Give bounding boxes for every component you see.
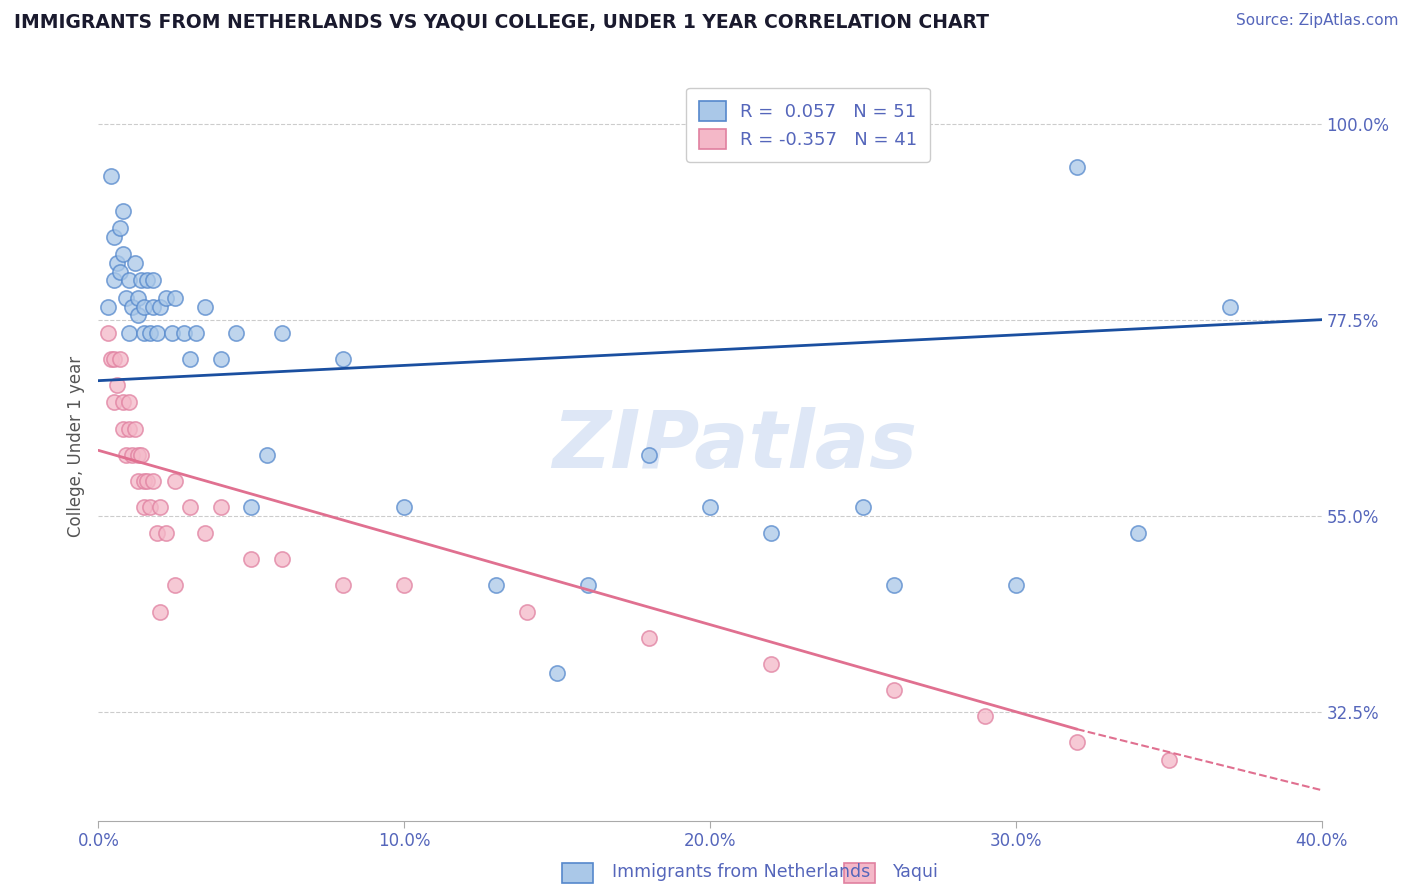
Point <box>332 578 354 592</box>
Point <box>127 448 149 462</box>
Point <box>111 421 134 435</box>
Point <box>142 474 165 488</box>
Point <box>134 474 156 488</box>
Point <box>699 500 721 514</box>
Point <box>134 326 156 340</box>
Point <box>103 395 125 409</box>
Point <box>186 326 208 340</box>
Point <box>103 230 125 244</box>
Point <box>163 578 186 592</box>
Point <box>127 308 149 322</box>
Text: Source: ZipAtlas.com: Source: ZipAtlas.com <box>1236 13 1399 29</box>
Point <box>134 500 156 514</box>
Point <box>576 578 599 592</box>
Point <box>111 395 134 409</box>
Text: Immigrants from Netherlands: Immigrants from Netherlands <box>612 863 870 881</box>
Point <box>1004 578 1026 592</box>
Point <box>194 300 217 314</box>
Point <box>127 291 149 305</box>
Point <box>194 526 217 541</box>
Point <box>145 326 167 340</box>
Point <box>121 448 143 462</box>
Point <box>270 326 292 340</box>
Point <box>179 500 201 514</box>
Point <box>118 273 141 287</box>
Point <box>974 709 997 723</box>
Point <box>209 351 232 366</box>
Point <box>546 665 568 680</box>
Point <box>136 474 159 488</box>
Point <box>97 300 120 314</box>
Point <box>637 631 661 645</box>
Point <box>134 300 156 314</box>
Point <box>240 552 263 566</box>
Point <box>209 500 232 514</box>
Point <box>111 203 134 218</box>
Point <box>270 552 292 566</box>
Point <box>155 526 177 541</box>
Point <box>852 500 875 514</box>
Point <box>759 526 782 541</box>
Point <box>883 682 905 697</box>
Point <box>155 291 177 305</box>
Point <box>127 474 149 488</box>
Point <box>124 256 146 270</box>
Point <box>392 578 416 592</box>
Point <box>115 448 138 462</box>
Point <box>179 351 201 366</box>
Point <box>118 395 141 409</box>
Y-axis label: College, Under 1 year: College, Under 1 year <box>67 355 86 537</box>
Point <box>163 291 186 305</box>
Point <box>139 500 162 514</box>
Point <box>118 326 141 340</box>
Point <box>105 378 128 392</box>
Point <box>485 578 508 592</box>
Point <box>103 273 125 287</box>
Point <box>149 605 172 619</box>
Point <box>149 500 172 514</box>
Point <box>121 300 143 314</box>
Point <box>160 326 183 340</box>
Point <box>883 578 905 592</box>
Point <box>108 351 131 366</box>
Point <box>1066 160 1088 174</box>
Legend: R =  0.057   N = 51, R = -0.357   N = 41: R = 0.057 N = 51, R = -0.357 N = 41 <box>686 88 929 162</box>
Point <box>392 500 416 514</box>
Point <box>129 448 152 462</box>
Point <box>118 421 141 435</box>
Point <box>115 291 138 305</box>
Point <box>173 326 195 340</box>
Point <box>637 448 661 462</box>
Point <box>139 326 162 340</box>
Point <box>332 351 354 366</box>
Point <box>516 605 538 619</box>
Point <box>124 421 146 435</box>
Point <box>759 657 782 671</box>
Point <box>1066 735 1088 749</box>
Text: ZIPatlas: ZIPatlas <box>553 407 917 485</box>
Point <box>1219 300 1241 314</box>
Point <box>129 273 152 287</box>
Point <box>100 169 122 183</box>
Point <box>111 247 134 261</box>
Point <box>1128 526 1150 541</box>
Point <box>136 273 159 287</box>
Point <box>256 448 278 462</box>
Point <box>108 265 131 279</box>
Point <box>100 351 122 366</box>
Point <box>142 300 165 314</box>
Point <box>1157 753 1180 767</box>
Point <box>163 474 186 488</box>
Point <box>103 351 125 366</box>
Point <box>108 221 131 235</box>
Point <box>149 300 172 314</box>
Point <box>142 273 165 287</box>
Point <box>145 526 167 541</box>
Point <box>97 326 120 340</box>
Point <box>240 500 263 514</box>
Text: IMMIGRANTS FROM NETHERLANDS VS YAQUI COLLEGE, UNDER 1 YEAR CORRELATION CHART: IMMIGRANTS FROM NETHERLANDS VS YAQUI COL… <box>14 13 988 32</box>
Point <box>105 256 128 270</box>
Text: Yaqui: Yaqui <box>893 863 939 881</box>
Point <box>225 326 247 340</box>
